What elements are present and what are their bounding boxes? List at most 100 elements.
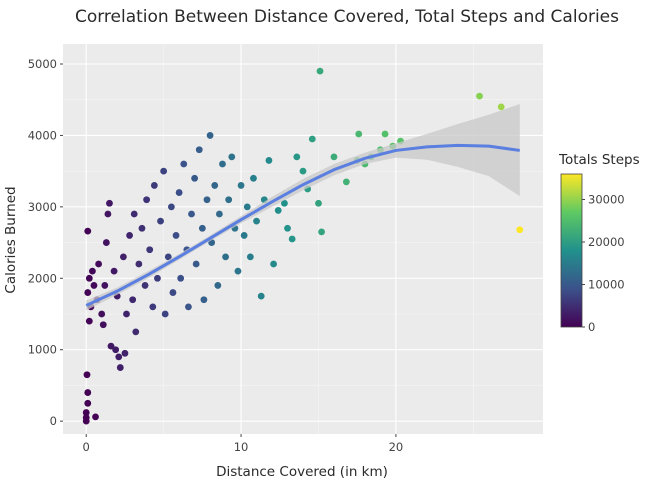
data-point — [270, 260, 277, 268]
data-point — [101, 282, 109, 289]
data-point — [82, 414, 90, 421]
legend-tick-label: 30000 — [588, 193, 625, 207]
data-point — [281, 199, 288, 207]
data-point — [299, 167, 307, 175]
data-point — [237, 182, 245, 189]
plot-area — [63, 44, 543, 434]
x-tick-label: 0 — [83, 440, 90, 454]
data-point — [206, 132, 214, 139]
data-point — [106, 199, 113, 207]
confidence-band — [86, 104, 520, 311]
data-point — [243, 203, 251, 211]
data-point — [132, 328, 140, 336]
data-point — [381, 130, 389, 138]
data-point — [240, 232, 248, 239]
x-axis-title: Distance Covered (in km) — [216, 464, 388, 480]
data-point — [169, 289, 177, 296]
data-point — [107, 342, 115, 350]
data-point — [330, 153, 338, 161]
data-point — [99, 321, 107, 329]
y-tick-label: 2000 — [28, 271, 57, 285]
chart-title: Correlation Between Distance Covered, To… — [75, 7, 619, 27]
y-axis: 0 1000 2000 3000 4000 5000 — [28, 57, 63, 428]
legend-title: Totals Steps — [558, 152, 640, 168]
data-point — [84, 227, 92, 235]
x-axis: 0 10 20 — [83, 434, 404, 454]
data-point — [95, 260, 103, 268]
data-point — [149, 303, 157, 311]
plot-panel — [63, 44, 543, 434]
data-point — [253, 217, 260, 225]
data-point — [116, 364, 124, 371]
data-point — [84, 289, 92, 296]
x-tick-label: 20 — [389, 440, 404, 454]
y-tick-label: 3000 — [28, 200, 57, 214]
data-point — [126, 232, 133, 239]
data-point — [246, 253, 254, 261]
data-point — [214, 282, 222, 289]
data-point — [104, 210, 112, 218]
data-point — [308, 135, 316, 143]
data-point — [121, 349, 129, 357]
data-point — [102, 239, 110, 246]
data-point — [342, 178, 350, 186]
data-point — [161, 310, 169, 318]
data-point — [198, 224, 206, 232]
data-point — [154, 274, 161, 282]
data-point — [119, 253, 127, 261]
data-point — [90, 282, 98, 289]
data-point — [157, 217, 164, 225]
y-tick-label: 0 — [50, 414, 57, 428]
data-point — [160, 167, 168, 175]
data-point — [180, 160, 188, 168]
data-point — [164, 253, 172, 261]
y-tick-label: 5000 — [28, 57, 57, 71]
data-point — [284, 224, 291, 232]
y-axis-title: Calories Burned — [3, 186, 19, 293]
data-point — [89, 267, 96, 275]
data-point — [192, 260, 200, 268]
data-point — [172, 232, 180, 239]
legend-tick-label: 20000 — [588, 235, 625, 249]
data-point — [123, 310, 130, 318]
data-point — [476, 92, 483, 100]
data-point — [288, 235, 296, 243]
legend-tick-label: 0 — [588, 320, 595, 334]
data-point — [250, 174, 257, 182]
data-point — [129, 296, 137, 304]
data-point — [195, 146, 203, 154]
data-point — [219, 160, 226, 168]
data-point — [83, 371, 91, 379]
data-point — [228, 153, 236, 161]
data-point — [211, 182, 219, 189]
data-point — [167, 203, 175, 211]
smooth-line — [85, 143, 520, 307]
data-point — [138, 224, 146, 232]
data-point — [225, 196, 233, 204]
legend-colorbar — [560, 173, 583, 328]
data-point — [188, 210, 195, 218]
data-point — [177, 274, 185, 282]
data-point — [85, 274, 93, 282]
data-point — [200, 296, 208, 304]
data-point — [130, 210, 138, 218]
data-point — [257, 292, 265, 300]
data-point — [82, 409, 90, 416]
data-point — [143, 196, 151, 204]
data-point — [92, 413, 99, 421]
data-point — [84, 399, 92, 407]
data-point — [316, 67, 324, 75]
data-point — [98, 310, 106, 318]
data-point — [497, 103, 505, 111]
data-point — [315, 199, 322, 207]
data-point — [150, 182, 158, 189]
data-point — [274, 207, 282, 214]
data-point — [191, 174, 199, 182]
data-point — [185, 303, 192, 311]
x-tick-label: 10 — [234, 440, 249, 454]
data-point — [141, 282, 149, 289]
legend-tick-label: 10000 — [588, 278, 625, 292]
data-point — [293, 153, 301, 161]
data-point — [85, 317, 93, 325]
